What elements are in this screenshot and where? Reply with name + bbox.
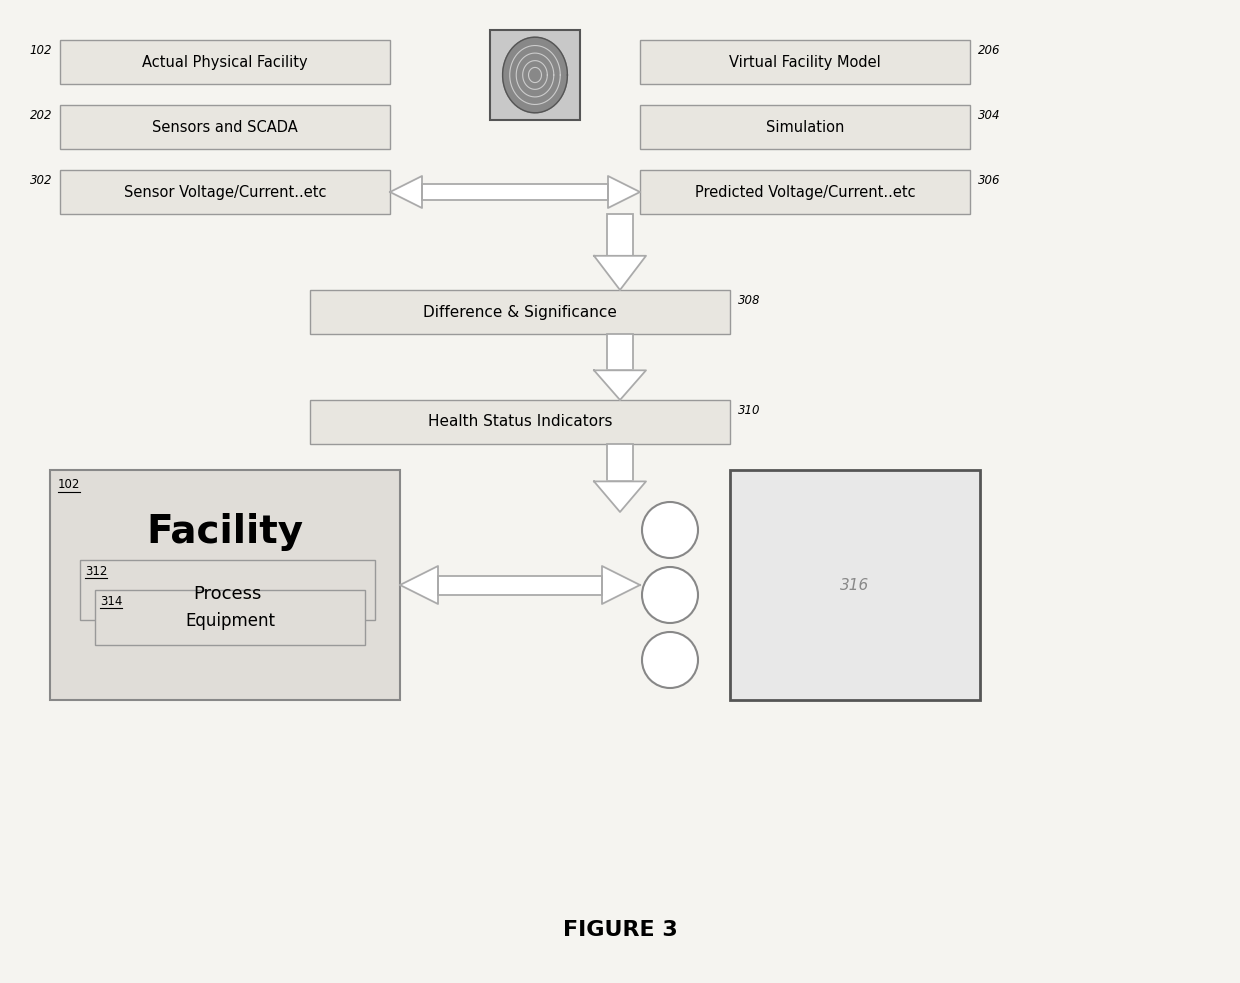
Bar bbox=[608, 334, 632, 371]
Text: 312: 312 bbox=[86, 565, 108, 578]
Text: 304: 304 bbox=[978, 109, 1001, 122]
Bar bbox=[422, 184, 608, 200]
Text: Process: Process bbox=[193, 585, 262, 603]
Text: Equipment: Equipment bbox=[185, 612, 275, 630]
Text: Actual Physical Facility: Actual Physical Facility bbox=[143, 54, 308, 70]
Bar bbox=[640, 40, 970, 84]
Bar bbox=[438, 575, 601, 595]
Polygon shape bbox=[594, 256, 646, 290]
Text: 314: 314 bbox=[100, 595, 123, 608]
Text: Sensors and SCADA: Sensors and SCADA bbox=[153, 120, 298, 135]
Bar bbox=[490, 30, 580, 120]
Text: Difference & Significance: Difference & Significance bbox=[423, 305, 618, 319]
Text: Facility: Facility bbox=[146, 513, 304, 551]
Text: Predicted Voltage/Current..etc: Predicted Voltage/Current..etc bbox=[694, 185, 915, 200]
Bar bbox=[310, 400, 730, 444]
Circle shape bbox=[642, 632, 698, 688]
Polygon shape bbox=[391, 176, 422, 208]
Polygon shape bbox=[594, 482, 646, 512]
Text: 310: 310 bbox=[738, 404, 760, 417]
Text: 306: 306 bbox=[978, 174, 1001, 187]
Bar bbox=[730, 470, 980, 700]
Bar bbox=[640, 170, 970, 214]
Bar bbox=[95, 590, 365, 645]
Text: Health Status Indicators: Health Status Indicators bbox=[428, 415, 613, 430]
Polygon shape bbox=[608, 176, 640, 208]
Bar bbox=[60, 40, 391, 84]
Text: 302: 302 bbox=[30, 174, 52, 187]
Text: 102: 102 bbox=[58, 478, 81, 491]
Bar bbox=[310, 290, 730, 334]
Bar bbox=[50, 470, 401, 700]
Polygon shape bbox=[594, 371, 646, 400]
Text: 102: 102 bbox=[30, 44, 52, 57]
Text: FIGURE 3: FIGURE 3 bbox=[563, 920, 677, 940]
Bar bbox=[60, 105, 391, 149]
Bar bbox=[608, 444, 632, 482]
Circle shape bbox=[642, 567, 698, 623]
Text: 206: 206 bbox=[978, 44, 1001, 57]
Bar bbox=[640, 105, 970, 149]
Polygon shape bbox=[601, 566, 640, 604]
Text: 316: 316 bbox=[841, 577, 869, 593]
Polygon shape bbox=[502, 37, 568, 113]
Text: 308: 308 bbox=[738, 294, 760, 307]
Text: Simulation: Simulation bbox=[766, 120, 844, 135]
Circle shape bbox=[642, 502, 698, 558]
Polygon shape bbox=[401, 566, 438, 604]
Text: Virtual Facility Model: Virtual Facility Model bbox=[729, 54, 880, 70]
Text: Sensor Voltage/Current..etc: Sensor Voltage/Current..etc bbox=[124, 185, 326, 200]
Bar bbox=[608, 214, 632, 256]
Text: 202: 202 bbox=[30, 109, 52, 122]
Bar bbox=[81, 560, 374, 620]
Bar bbox=[60, 170, 391, 214]
